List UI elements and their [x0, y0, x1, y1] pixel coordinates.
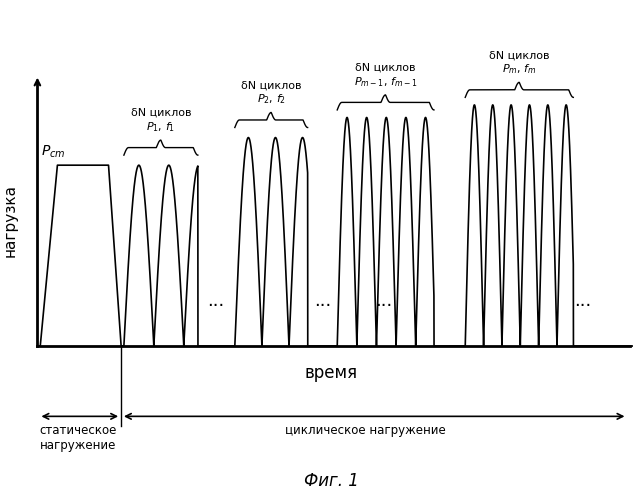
Text: Фиг. 1: Фиг. 1 — [304, 472, 359, 490]
Text: циклическое нагружение: циклическое нагружение — [285, 424, 446, 437]
Text: время: время — [305, 364, 358, 382]
Text: нагрузка: нагрузка — [3, 184, 18, 257]
Text: статическое
нагружение: статическое нагружение — [40, 424, 117, 452]
Text: ...: ... — [375, 292, 392, 310]
Text: δN циклов
$P_m$, $f_m$: δN циклов $P_m$, $f_m$ — [489, 50, 550, 76]
Text: $P_{cm}$: $P_{cm}$ — [42, 144, 66, 160]
Text: δN циклов
$P_1$, $f_1$: δN циклов $P_1$, $f_1$ — [131, 108, 191, 134]
Text: ...: ... — [314, 292, 332, 310]
Text: δN циклов
$P_{m-1}$, $f_{m-1}$: δN циклов $P_{m-1}$, $f_{m-1}$ — [354, 63, 417, 89]
Text: ...: ... — [574, 292, 591, 310]
Text: ...: ... — [207, 292, 225, 310]
Text: δN циклов
$P_2$, $f_2$: δN циклов $P_2$, $f_2$ — [241, 80, 301, 106]
